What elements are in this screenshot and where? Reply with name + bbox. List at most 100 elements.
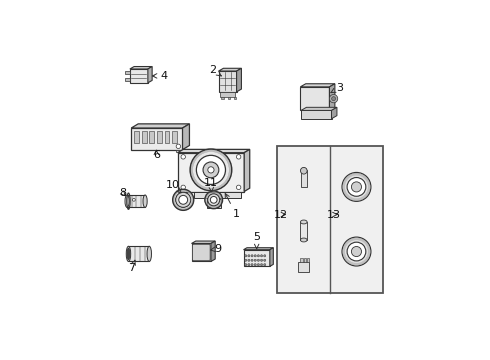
Circle shape — [264, 259, 266, 261]
Circle shape — [251, 259, 253, 261]
Ellipse shape — [300, 220, 307, 224]
Bar — [300, 258, 303, 262]
Text: 12: 12 — [274, 210, 288, 220]
Polygon shape — [219, 68, 242, 71]
Circle shape — [203, 162, 219, 178]
Circle shape — [208, 194, 220, 206]
Bar — [172, 131, 177, 143]
Polygon shape — [130, 67, 152, 69]
FancyBboxPatch shape — [193, 244, 210, 261]
Circle shape — [342, 172, 371, 201]
Bar — [157, 131, 162, 143]
Bar — [304, 258, 306, 262]
Bar — [301, 170, 307, 187]
Ellipse shape — [143, 195, 147, 207]
Circle shape — [264, 264, 266, 266]
Polygon shape — [130, 69, 148, 83]
Circle shape — [245, 255, 247, 257]
Ellipse shape — [127, 248, 130, 260]
Circle shape — [347, 177, 366, 196]
Bar — [234, 96, 236, 99]
Circle shape — [257, 255, 260, 257]
Circle shape — [196, 155, 225, 184]
Polygon shape — [178, 153, 244, 192]
Circle shape — [237, 185, 241, 190]
Circle shape — [342, 237, 371, 266]
Bar — [149, 131, 154, 143]
Circle shape — [181, 185, 185, 190]
Bar — [221, 96, 223, 99]
Text: 11: 11 — [204, 178, 218, 192]
Circle shape — [210, 197, 217, 203]
Text: 8: 8 — [120, 188, 126, 198]
Text: 9: 9 — [211, 244, 221, 254]
Polygon shape — [270, 248, 273, 266]
Text: 10: 10 — [166, 180, 181, 193]
Circle shape — [248, 264, 250, 266]
Bar — [134, 131, 139, 143]
Text: 4: 4 — [152, 71, 168, 81]
Bar — [127, 195, 145, 207]
Circle shape — [176, 144, 181, 149]
Polygon shape — [244, 248, 273, 250]
Ellipse shape — [300, 238, 307, 242]
Circle shape — [254, 264, 256, 266]
Bar — [142, 131, 147, 143]
Circle shape — [351, 247, 362, 257]
Bar — [176, 150, 183, 152]
Bar — [220, 92, 235, 97]
Circle shape — [300, 167, 307, 174]
Polygon shape — [301, 111, 332, 119]
Polygon shape — [329, 84, 335, 111]
Polygon shape — [300, 87, 329, 111]
Polygon shape — [180, 192, 242, 198]
Circle shape — [257, 264, 260, 266]
Polygon shape — [332, 107, 337, 119]
Ellipse shape — [125, 195, 129, 207]
Circle shape — [245, 259, 247, 261]
Circle shape — [248, 255, 250, 257]
Bar — [207, 199, 221, 208]
Circle shape — [245, 264, 247, 266]
Bar — [300, 222, 307, 240]
Circle shape — [257, 259, 260, 261]
Circle shape — [351, 182, 362, 192]
Circle shape — [251, 264, 253, 266]
Circle shape — [132, 198, 135, 201]
Ellipse shape — [147, 246, 151, 261]
Circle shape — [237, 155, 241, 159]
Polygon shape — [244, 250, 270, 266]
Polygon shape — [244, 149, 250, 192]
Text: 7: 7 — [128, 260, 136, 273]
Circle shape — [347, 242, 366, 261]
Bar — [165, 131, 170, 143]
Polygon shape — [192, 241, 215, 243]
Text: 2: 2 — [209, 64, 221, 76]
Text: 1: 1 — [225, 194, 240, 219]
Polygon shape — [182, 124, 190, 150]
Circle shape — [254, 255, 256, 257]
Polygon shape — [131, 128, 182, 150]
Text: 5: 5 — [253, 232, 260, 249]
Polygon shape — [131, 124, 190, 128]
Text: 3: 3 — [331, 82, 343, 93]
Circle shape — [251, 255, 253, 257]
Circle shape — [175, 192, 191, 207]
Ellipse shape — [301, 168, 307, 172]
Circle shape — [248, 259, 250, 261]
Bar — [227, 96, 230, 99]
Ellipse shape — [126, 246, 131, 261]
Bar — [307, 258, 309, 262]
Circle shape — [261, 264, 263, 266]
Bar — [128, 246, 149, 261]
Circle shape — [190, 149, 232, 191]
Polygon shape — [219, 71, 237, 92]
Text: 6: 6 — [153, 150, 160, 159]
Circle shape — [179, 195, 188, 204]
Bar — [125, 71, 130, 74]
Polygon shape — [211, 241, 215, 261]
Bar — [125, 78, 130, 81]
Polygon shape — [178, 149, 250, 153]
Bar — [298, 262, 309, 272]
Circle shape — [181, 155, 185, 159]
